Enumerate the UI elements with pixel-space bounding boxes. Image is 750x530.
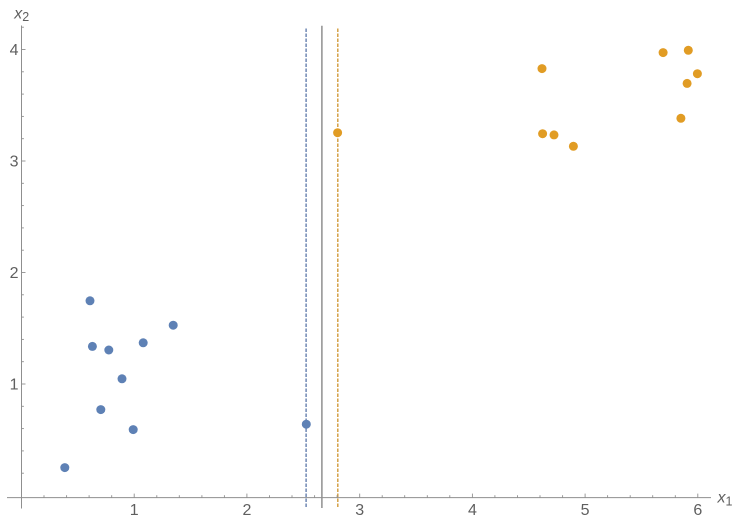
svg-text:1: 1 [10,377,19,394]
svg-text:3: 3 [355,502,364,519]
svg-text:1: 1 [130,502,139,519]
svg-text:x1: x1 [717,490,733,509]
svg-text:4: 4 [468,502,477,519]
svg-text:3: 3 [10,154,19,171]
svg-text:x2: x2 [13,6,29,25]
svg-text:2: 2 [10,265,19,282]
svg-text:4: 4 [10,42,19,59]
svg-text:6: 6 [693,502,702,519]
svg-text:5: 5 [581,502,590,519]
svg-text:2: 2 [242,502,251,519]
